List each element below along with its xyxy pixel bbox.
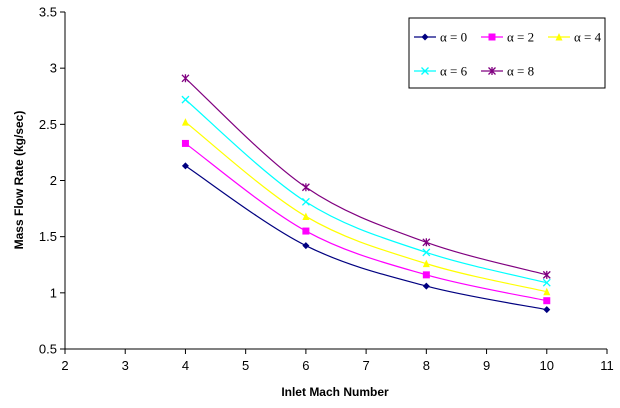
series-2	[181, 118, 551, 296]
legend-label: α = 2	[507, 30, 534, 45]
axes	[60, 11, 608, 354]
series-lines	[181, 74, 551, 314]
tick-labels: 2 3 4 5 6 7 8 9 10 11 0.5 1 1.5 2 2.5 3 3.5	[39, 5, 614, 374]
legend-label: α = 0	[440, 30, 467, 45]
data-point	[543, 306, 551, 314]
data-point	[181, 74, 190, 83]
y-tick-label: 2	[50, 173, 57, 188]
legend-item: α = 0	[414, 30, 467, 45]
data-point	[542, 270, 551, 279]
series-line	[185, 142, 547, 302]
data-point	[301, 197, 310, 206]
legend-label: α = 6	[440, 64, 468, 79]
data-point	[422, 259, 430, 268]
data-point	[302, 242, 310, 250]
y-tick-label: 1.5	[39, 229, 57, 244]
y-tick-label: 1	[50, 285, 57, 300]
data-point	[543, 297, 551, 305]
data-point	[422, 248, 431, 257]
series-1	[181, 139, 551, 305]
data-point	[301, 183, 310, 192]
data-point	[181, 162, 189, 170]
data-point	[181, 95, 190, 104]
legend-item: α = 4	[548, 30, 602, 45]
y-tick-label: 0.5	[39, 342, 57, 357]
data-point	[302, 212, 310, 220]
data-point	[422, 271, 430, 279]
x-tick-label: 6	[302, 358, 309, 373]
y-tick-label: 2.5	[39, 117, 57, 132]
legend-box	[408, 17, 606, 89]
x-tick-label: 11	[600, 358, 614, 373]
x-tick-label: 3	[122, 358, 129, 373]
legend-marker	[488, 33, 496, 41]
data-point	[181, 118, 189, 126]
y-tick-label: 3	[50, 61, 57, 76]
series-3	[181, 95, 551, 287]
data-point	[181, 139, 189, 147]
legend-marker	[421, 67, 429, 75]
legend-marker	[421, 33, 429, 41]
legend-marker	[555, 33, 563, 41]
x-tick-label: 7	[362, 358, 369, 373]
x-tick-label: 4	[182, 358, 189, 373]
legend-label: α = 4	[574, 30, 602, 45]
y-tick-label: 3.5	[39, 5, 57, 20]
series-line	[185, 165, 547, 311]
data-point	[422, 282, 430, 290]
series-line	[185, 121, 547, 293]
series-0	[181, 162, 551, 314]
data-point	[422, 238, 431, 247]
x-tick-label: 2	[61, 358, 68, 373]
legend-item: α = 8	[481, 64, 534, 79]
series-line	[185, 99, 547, 284]
legend: α = 0 α = 2 α = 4 α = 6 α = 8	[408, 17, 606, 89]
legend-marker	[488, 67, 496, 75]
series-line	[185, 77, 547, 276]
legend-label: α = 8	[507, 64, 534, 79]
data-point	[302, 227, 310, 235]
data-point	[543, 287, 551, 296]
x-tick-label: 10	[540, 358, 554, 373]
series-4	[181, 74, 551, 279]
data-point	[542, 278, 551, 287]
x-tick-label: 5	[242, 358, 249, 373]
x-axis-title: Inlet Mach Number	[281, 385, 389, 399]
x-tick-label: 8	[423, 358, 430, 373]
y-axis-title: Mass Flow Rate (kg/sec)	[12, 111, 26, 250]
legend-item: α = 6	[414, 64, 468, 79]
legend-item: α = 2	[481, 30, 534, 45]
x-tick-label: 9	[483, 358, 490, 373]
